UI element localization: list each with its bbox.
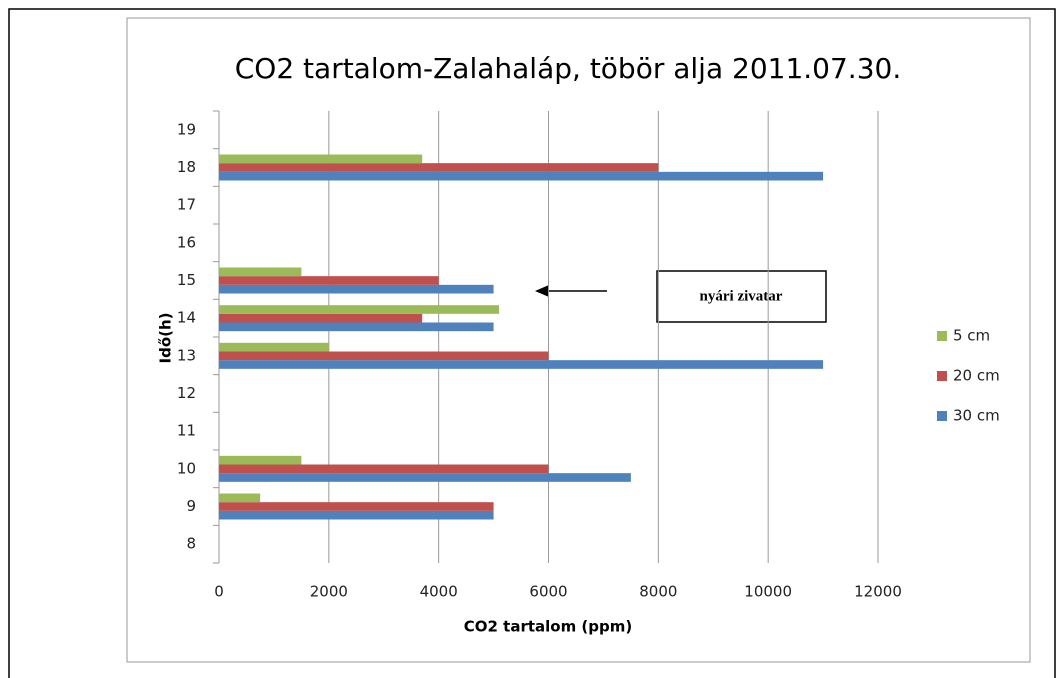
y-tick-label: 8 <box>186 535 196 553</box>
legend-swatch <box>937 411 947 421</box>
annotation-text: nyári zivatar <box>700 288 783 304</box>
bar <box>219 351 549 361</box>
bar <box>219 313 423 323</box>
chart-title: CO2 tartalom-Zalahaláp, töbör alja 2011.… <box>235 52 902 85</box>
bar <box>219 267 302 277</box>
x-tick-label: 8000 <box>639 583 677 601</box>
y-tick-label: 16 <box>177 233 196 251</box>
y-tick-label: 12 <box>177 384 196 402</box>
y-tick-label: 10 <box>177 459 196 477</box>
bar <box>219 284 494 294</box>
y-axis-label: Idő(h) <box>157 312 175 363</box>
x-axis-label: CO2 tartalom (ppm) <box>464 618 633 636</box>
legend-swatch <box>937 371 947 381</box>
annotation-arrowhead <box>535 285 549 297</box>
x-tick-label: 4000 <box>420 583 458 601</box>
bar <box>219 473 631 482</box>
bar <box>219 342 329 352</box>
y-tick-label: 13 <box>177 346 196 364</box>
bar <box>219 276 439 285</box>
legend-label: 30 cm <box>953 407 1000 425</box>
bar <box>219 510 494 520</box>
x-tick-label: 2000 <box>310 583 348 601</box>
bar <box>219 464 549 474</box>
bar <box>219 163 659 172</box>
legend-label: 5 cm <box>953 327 990 345</box>
y-tick-label: 9 <box>186 497 196 515</box>
x-tick-label: 6000 <box>529 583 567 601</box>
y-tick-label: 19 <box>177 120 196 138</box>
bar <box>219 322 494 332</box>
legend-swatch <box>937 331 947 341</box>
y-tick-label: 14 <box>177 309 196 327</box>
bar <box>219 455 302 465</box>
y-tick-label: 15 <box>177 271 196 289</box>
y-tick-label: 11 <box>177 422 196 440</box>
x-tick-label: 12000 <box>854 583 902 601</box>
y-tick-label: 17 <box>177 196 196 214</box>
bar <box>219 171 824 181</box>
y-tick-label: 18 <box>177 158 196 176</box>
outer-frame <box>8 8 1056 678</box>
x-tick-label: 0 <box>214 583 224 601</box>
annotation-box <box>656 270 827 323</box>
chart-frame <box>126 17 1031 663</box>
bar <box>219 154 423 164</box>
legend-label: 20 cm <box>953 367 1000 385</box>
bar <box>219 493 261 503</box>
bar <box>219 502 494 511</box>
x-tick-label: 10000 <box>744 583 792 601</box>
bar <box>219 305 500 314</box>
bar <box>219 360 824 369</box>
